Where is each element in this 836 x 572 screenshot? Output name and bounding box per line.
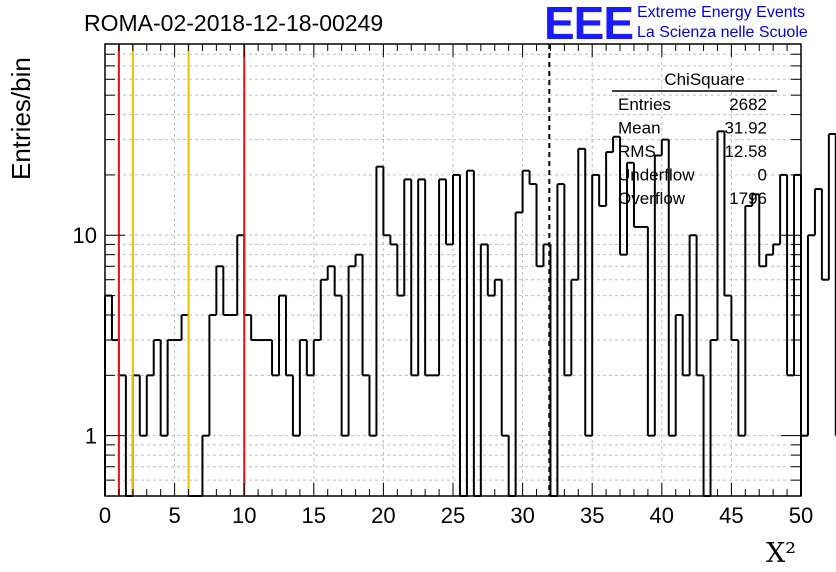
stats-row-value: 0	[758, 166, 767, 185]
stats-row-value: 31.92	[724, 119, 767, 138]
eee-logo-line2: La Scienza nelle Scuole	[637, 24, 808, 41]
stats-row-value: 2682	[729, 95, 767, 114]
y-axis-label: Entries/bin	[6, 57, 36, 180]
stats-row-label: Overflow	[618, 189, 686, 208]
x-tick-label: 20	[371, 503, 395, 528]
chart-title: ROMA-02-2018-12-18-00249	[84, 10, 384, 36]
x-tick-label: 45	[719, 503, 743, 528]
x-tick-label: 25	[441, 503, 465, 528]
stats-box-title: ChiSquare	[664, 70, 744, 89]
stats-row-label: Mean	[618, 119, 661, 138]
eee-logo: EEE	[544, 0, 634, 49]
stats-row-label: Entries	[618, 95, 671, 114]
eee-logo-line1: Extreme Energy Events	[637, 4, 806, 21]
x-tick-label: 35	[580, 503, 604, 528]
x-tick-label: 15	[302, 503, 326, 528]
x-axis-label: X²	[766, 538, 797, 569]
y-tick-label: 1	[85, 424, 97, 449]
stats-row-label: RMS	[618, 142, 656, 161]
x-tick-label: 50	[789, 503, 813, 528]
stats-row-value: 12.58	[724, 142, 767, 161]
x-tick-label: 5	[168, 503, 180, 528]
x-tick-label: 40	[650, 503, 674, 528]
x-tick-label: 0	[99, 503, 111, 528]
x-tick-label: 10	[232, 503, 256, 528]
stats-row-label: Underflow	[618, 166, 695, 185]
stats-row-value: 1796	[729, 189, 767, 208]
x-tick-label: 30	[510, 503, 534, 528]
y-tick-label: 10	[73, 223, 97, 248]
